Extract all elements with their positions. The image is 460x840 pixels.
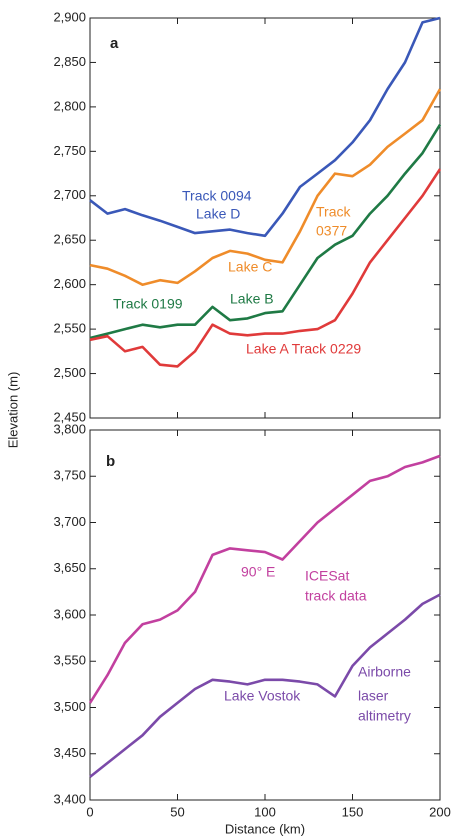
y-tick-label: 3,550 [53,653,86,668]
annotation: Lake B [230,291,274,307]
y-tick-label: 2,900 [53,9,86,24]
y-tick-label: 3,800 [53,421,86,436]
y-tick-label: 2,600 [53,276,86,291]
y-tick-label: 3,650 [53,560,86,575]
panel-letter: a [110,35,119,52]
x-tick-label: 100 [254,804,276,819]
x-tick-label: 150 [342,804,364,819]
panel-letter: b [106,453,115,470]
annotation: ICESat [305,568,349,584]
data-line [89,16,441,238]
data-line [89,168,442,368]
annotation: Lake Vostok [224,688,301,704]
x-tick-label: 0 [86,804,93,819]
annotation: 0377 [316,223,347,239]
y-tick-label: 2,700 [53,187,86,202]
annotation: Track [316,204,351,220]
data-line [88,454,441,704]
y-tick-label: 3,700 [53,514,86,529]
y-tick-label: 2,850 [53,54,86,69]
annotation: Airborne [358,664,411,680]
y-tick-label: 2,550 [53,321,86,336]
annotation: Lake C [228,259,272,275]
annotation: laser [358,688,389,704]
y-tick-label: 3,450 [53,745,86,760]
x-tick-label: 50 [170,804,184,819]
x-axis-title: Distance (km) [225,821,305,836]
y-tick-label: 3,500 [53,699,86,714]
annotation: Lake D [196,206,240,222]
x-tick-label: 200 [429,804,451,819]
y-tick-label: 3,600 [53,606,86,621]
panel-b-frame [89,429,441,801]
y-tick-label: 3,400 [53,791,86,806]
data-line [89,88,442,286]
annotation: 90° E [241,564,275,580]
y-axis-title: Elevation (m) [5,372,20,449]
y-tick-label: 3,750 [53,468,86,483]
y-tick-label: 2,500 [53,365,86,380]
y-tick-label: 2,650 [53,232,86,247]
panel-a-frame [89,17,441,419]
annotation: Track 0094 [182,188,252,204]
annotation: altimetry [358,708,411,724]
annotation: track data [305,588,367,604]
data-line [89,124,442,340]
y-tick-label: 2,750 [53,143,86,158]
y-tick-label: 2,450 [53,409,86,424]
y-tick-label: 2,800 [53,98,86,113]
annotation: Lake A Track 0229 [246,341,361,357]
data-line [89,593,441,778]
annotation: Track 0199 [113,296,183,312]
